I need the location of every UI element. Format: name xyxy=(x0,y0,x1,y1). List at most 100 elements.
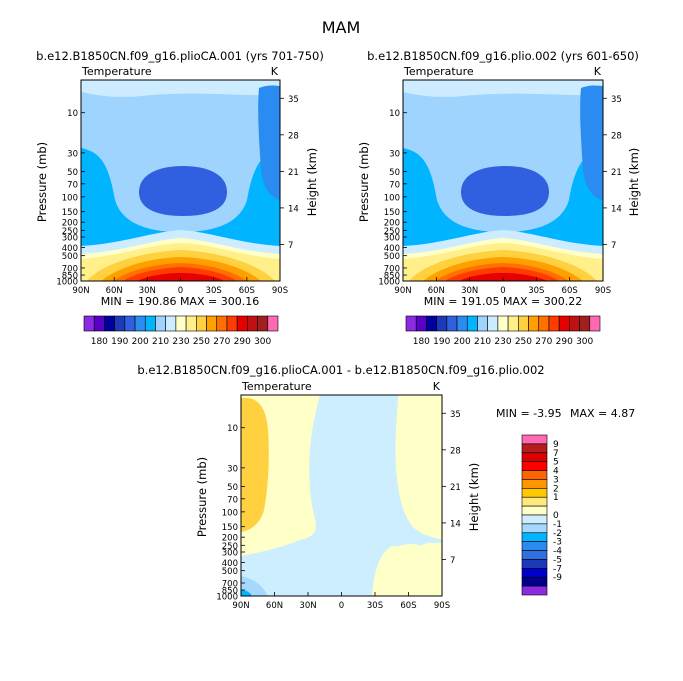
colorbar-label: 5 xyxy=(553,458,559,468)
colorbar-label: 210 xyxy=(152,337,169,347)
height-tick-label: 7 xyxy=(288,241,293,251)
colorbar: 180 190 200 210 230 250 270 290 300 xyxy=(405,315,601,347)
colorbar-swatch xyxy=(487,315,499,332)
x-tick-label: 60N xyxy=(106,286,123,296)
y-tick-label: 150 xyxy=(384,208,400,218)
colorbar-label: 290 xyxy=(234,337,251,347)
colorbar-label: 200 xyxy=(132,337,149,347)
colorbar-label: -5 xyxy=(553,555,562,565)
y-tick-label: 400 xyxy=(384,244,400,254)
x-tick-label: 30N xyxy=(139,286,156,296)
y-tick-label: 500 xyxy=(62,252,78,262)
x-tick-label: 90S xyxy=(434,601,450,611)
colorbar: 180 190 200 210 230 250 270 290 300 xyxy=(83,315,279,347)
colorbar-swatch xyxy=(83,315,95,332)
y-tick-label: 10 xyxy=(67,109,78,119)
y-tick-label: 300 xyxy=(384,234,400,244)
colorbar-swatch xyxy=(521,470,548,480)
y-tick-label: 100 xyxy=(222,508,238,518)
y2-axis-title: Height (km) xyxy=(627,148,641,217)
height-tick-label: 35 xyxy=(611,95,622,105)
colorbar-swatch xyxy=(466,315,478,332)
colorbar-label: -9 xyxy=(553,573,562,583)
x-tick-label: 30N xyxy=(299,601,316,611)
y-tick-label: 150 xyxy=(222,523,238,533)
colorbar-label: 270 xyxy=(213,337,230,347)
colorbar-swatch xyxy=(558,315,570,332)
colorbar-swatch xyxy=(436,315,448,332)
colorbar-swatch xyxy=(521,541,548,551)
y-tick-label: 30 xyxy=(389,149,400,159)
colorbar-swatch xyxy=(521,443,548,454)
colorbar-label: 210 xyxy=(474,337,491,347)
y-tick-label: 250 xyxy=(62,227,78,237)
colorbar-swatch xyxy=(569,315,580,332)
y-tick-label: 10 xyxy=(227,424,238,434)
y-tick-label: 30 xyxy=(227,464,238,474)
colorbar-swatch xyxy=(405,315,417,332)
colorbar-label: -7 xyxy=(553,564,562,574)
units-label: K xyxy=(433,380,441,393)
colorbar-swatch xyxy=(165,315,177,332)
colorbar-label: 7 xyxy=(553,449,559,459)
y-tick-label: 1000 xyxy=(216,593,238,603)
min-max-label: MIN = 191.05 MAX = 300.22 xyxy=(424,295,582,308)
y-tick-label: 50 xyxy=(67,168,78,178)
colorbar-swatch xyxy=(477,315,488,332)
colorbar-label: 290 xyxy=(556,337,573,347)
contour-field xyxy=(403,80,603,281)
y-tick-label: 70 xyxy=(67,180,78,190)
colorbar-swatch xyxy=(521,532,548,542)
colorbar-label: 250 xyxy=(515,337,532,347)
page-title: MAM xyxy=(322,18,361,37)
x-tick-label: 60S xyxy=(400,601,416,611)
y-tick-label: 300 xyxy=(222,549,238,559)
colorbar-swatch xyxy=(185,315,197,332)
y2-axis-title: Height (km) xyxy=(305,148,319,217)
latitude-ticks: 90N 60N 30N 0 30S 60S 90S xyxy=(72,277,288,296)
colorbar-swatch xyxy=(446,315,458,332)
colorbar-label: -3 xyxy=(553,538,562,548)
y-tick-label: 100 xyxy=(62,193,78,203)
colorbar-swatch xyxy=(144,315,156,332)
y-tick-label: 850 xyxy=(62,272,78,282)
colorbar-label: 200 xyxy=(454,337,471,347)
x-tick-label: 60S xyxy=(562,286,578,296)
colorbar-label: 0 xyxy=(553,511,559,521)
height-tick-label: 14 xyxy=(611,204,622,214)
colorbar-swatch xyxy=(196,315,207,332)
colorbar-label: 9 xyxy=(553,440,559,450)
y-tick-label: 250 xyxy=(222,542,238,552)
y-tick-label: 200 xyxy=(62,219,78,229)
y-tick-label: 850 xyxy=(222,587,238,597)
y-tick-label: 70 xyxy=(227,495,238,505)
y-tick-label: 30 xyxy=(67,149,78,159)
latitude-ticks: 90N 60N 30N 0 30S 60S 90S xyxy=(394,277,611,296)
y-tick-label: 50 xyxy=(389,168,400,178)
panel-top-right: b.e12.B1850CN.f09_g16.plio.002 (yrs 601-… xyxy=(357,49,641,347)
colorbar-label: 270 xyxy=(535,337,552,347)
colorbar-swatch xyxy=(579,315,591,332)
colorbar-swatch xyxy=(521,461,548,471)
colorbar-swatch xyxy=(518,315,529,332)
x-tick-label: 0 xyxy=(178,286,183,296)
colorbar-swatch xyxy=(521,523,548,534)
colorbar-swatch xyxy=(415,315,427,332)
colorbar-swatch xyxy=(507,315,519,332)
colorbar-swatch xyxy=(521,514,548,525)
x-tick-label: 90N xyxy=(72,286,89,296)
colorbar-label: 3 xyxy=(553,475,559,485)
x-tick-label: 60N xyxy=(428,286,445,296)
y-tick-label: 200 xyxy=(222,534,238,544)
colorbar-label: -1 xyxy=(553,520,562,530)
units-label: K xyxy=(594,65,602,78)
y-tick-label: 500 xyxy=(222,567,238,577)
height-tick-label: 28 xyxy=(288,131,299,141)
y-tick-label: 10 xyxy=(389,109,400,119)
height-tick-label: 35 xyxy=(288,95,299,105)
colorbar-swatch xyxy=(548,315,560,332)
y2-axis-title: Height (km) xyxy=(467,463,481,532)
max-label: MAX = 4.87 xyxy=(570,407,635,420)
y-tick-label: 850 xyxy=(384,272,400,282)
